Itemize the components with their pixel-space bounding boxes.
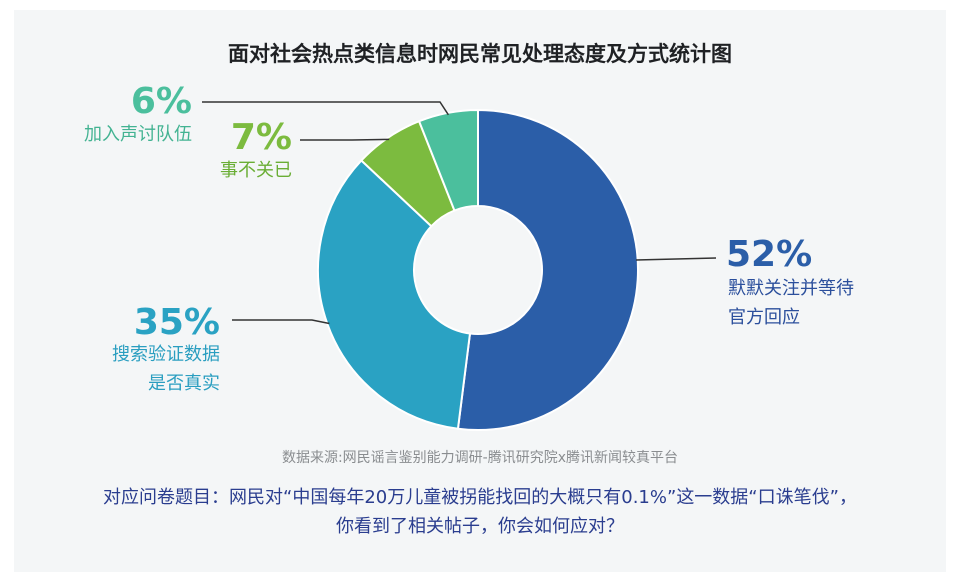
- slice-category-label: 默默关注并等待 官方回应: [728, 275, 854, 333]
- slice-category-line: 加入声讨队伍: [84, 124, 192, 145]
- leader-line: [202, 101, 450, 116]
- leader-line: [232, 319, 330, 325]
- slice-category-label: 搜索验证数据 是否真实: [112, 341, 220, 399]
- slice-percent-label: 6%: [130, 81, 192, 122]
- leader-line: [300, 138, 390, 141]
- slice-percent-label: 7%: [230, 117, 292, 158]
- chart-panel: [14, 10, 946, 572]
- chart-title: 面对社会热点类信息时网民常见处理态度及方式统计图: [228, 42, 732, 66]
- slice-category-label: 加入声讨队伍: [84, 121, 192, 150]
- slice-category-line: 默默关注并等待: [728, 278, 854, 299]
- donut-slice: [456, 108, 640, 431]
- slice-category-label: 事不关已: [220, 157, 292, 186]
- survey-question-line: 对应问卷题目：网民对“中国每年20万儿童被拐能找回的大概只有0.1%”这一数据“…: [103, 487, 857, 508]
- data-source-note: 数据来源:网民谣言鉴别能力调研-腾讯研究院x腾讯新闻较真平台: [281, 450, 679, 466]
- slice-percent-label: 35%: [133, 302, 220, 343]
- donut-slice: [317, 159, 472, 430]
- leader-line: [635, 257, 717, 261]
- survey-question-line: 你看到了相关帖子，你会如何应对？: [336, 515, 624, 537]
- survey-question: 对应问卷题目：网民对“中国每年20万儿童被拐能找回的大概只有0.1%”这一数据“…: [0, 484, 960, 542]
- slice-category-line: 是否真实: [148, 372, 220, 394]
- slice-category-line: 事不关已: [220, 160, 292, 181]
- slice-category-line: 官方回应: [728, 306, 800, 328]
- slice-percent-label: 52%: [726, 234, 813, 275]
- donut-slice: [417, 108, 479, 212]
- slice-category-line: 搜索验证数据: [112, 344, 220, 365]
